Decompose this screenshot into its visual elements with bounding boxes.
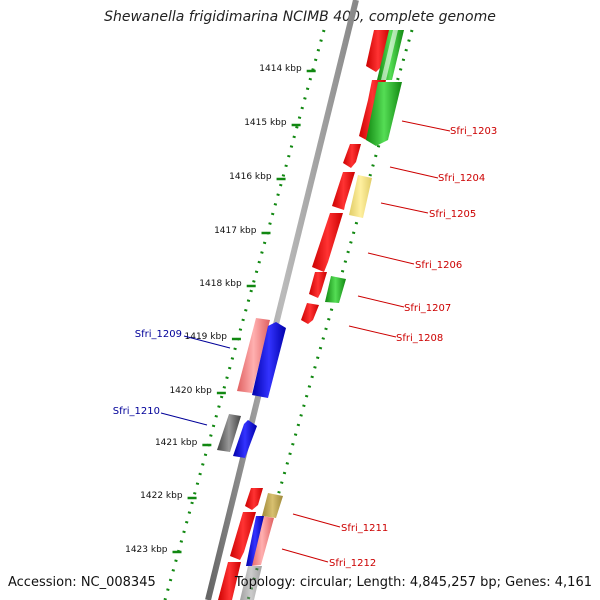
gene-leader-line bbox=[160, 412, 208, 426]
genome-title: Shewanella frigidimarina NCIMB 400, comp… bbox=[104, 9, 496, 25]
gene-forward-blue[interactable] bbox=[246, 516, 264, 566]
gene-label[interactable]: Sfri_1205 bbox=[429, 209, 476, 220]
gene-sfri-1211[interactable] bbox=[262, 493, 283, 518]
gene-sfri-1212[interactable] bbox=[250, 516, 274, 566]
scale-tick-label: 1422 kbp bbox=[140, 491, 183, 501]
gene-reverse-blue[interactable] bbox=[233, 420, 257, 458]
scale-tick-label: 1419 kbp bbox=[185, 332, 228, 342]
gene-forward-red[interactable] bbox=[309, 272, 327, 298]
gene-forward-red[interactable] bbox=[218, 562, 241, 600]
scale-tick-label: 1421 kbp bbox=[155, 438, 198, 448]
gene-label[interactable]: Sfri_1209 bbox=[135, 329, 182, 340]
gene-leader-line bbox=[348, 325, 397, 338]
gene-leader-line bbox=[367, 252, 415, 265]
gene-forward-red[interactable] bbox=[366, 30, 390, 72]
gene-label[interactable]: Sfri_1203 bbox=[450, 126, 497, 137]
gene-sfri-1207[interactable] bbox=[325, 276, 346, 303]
scale-tick-label: 1418 kbp bbox=[199, 279, 242, 289]
gene-leader-line bbox=[380, 202, 429, 214]
gene-leader-line bbox=[183, 335, 231, 349]
gene-leader-line bbox=[292, 513, 341, 528]
gene-leader-line bbox=[281, 548, 329, 563]
gene-sfri-1205[interactable] bbox=[349, 175, 372, 218]
gene-stripe bbox=[381, 30, 398, 80]
scale-tick-label: 1414 kbp bbox=[259, 64, 302, 74]
scale-ticks: 1414 kbp 1415 kbp 1416 kbp 1417 kbp 1418 kbp… bbox=[125, 64, 316, 555]
topology-label: Topology: circular; Length: 4,845,257 bp… bbox=[234, 575, 592, 590]
gene-sfri-1209[interactable] bbox=[237, 318, 270, 393]
gene-forward-green[interactable] bbox=[366, 82, 402, 146]
scale-tick-label: 1420 kbp bbox=[169, 386, 212, 396]
gene-sfri-1206[interactable] bbox=[312, 213, 343, 272]
gene-label[interactable]: Sfri_1210 bbox=[113, 406, 160, 417]
scale-tick-label: 1416 kbp bbox=[229, 172, 272, 182]
gene-sfri-1204[interactable] bbox=[343, 144, 361, 168]
gene-label[interactable]: Sfri_1206 bbox=[415, 260, 462, 271]
gene-leader-line bbox=[389, 166, 439, 179]
accession-label: Accession: NC_008345 bbox=[8, 575, 156, 590]
genome-backbone bbox=[205, 0, 359, 600]
scale-tick-label: 1417 kbp bbox=[214, 226, 257, 236]
gene-label[interactable]: Sfri_1212 bbox=[329, 558, 376, 569]
gene-sfri-1208[interactable] bbox=[301, 303, 319, 324]
gene-reverse-blue[interactable] bbox=[252, 322, 286, 398]
gene-forward-gray[interactable] bbox=[240, 566, 262, 600]
gene-sfri-1210[interactable] bbox=[217, 414, 241, 452]
scale-tick-label: 1415 kbp bbox=[244, 118, 287, 128]
gene-forward-red[interactable] bbox=[245, 488, 263, 510]
gene-label[interactable]: Sfri_1207 bbox=[404, 303, 451, 314]
forward-gene-labels: Sfri_1203 Sfri_1204 Sfri_1205 Sfri_1206 Sfri… bbox=[281, 120, 497, 569]
gene-label[interactable]: Sfri_1208 bbox=[396, 333, 443, 344]
gene-leader-line bbox=[357, 295, 405, 308]
gene-label[interactable]: Sfri_1204 bbox=[438, 173, 485, 184]
gene-label[interactable]: Sfri_1211 bbox=[341, 523, 388, 534]
gene-forward-red[interactable] bbox=[230, 512, 256, 560]
gene-leader-line bbox=[401, 120, 451, 132]
scale-tick-label: 1423 kbp bbox=[125, 545, 168, 555]
reverse-gene-labels: Sfri_1209 Sfri_1210 bbox=[113, 329, 231, 426]
gene-sfri-1205-red[interactable] bbox=[332, 172, 355, 210]
